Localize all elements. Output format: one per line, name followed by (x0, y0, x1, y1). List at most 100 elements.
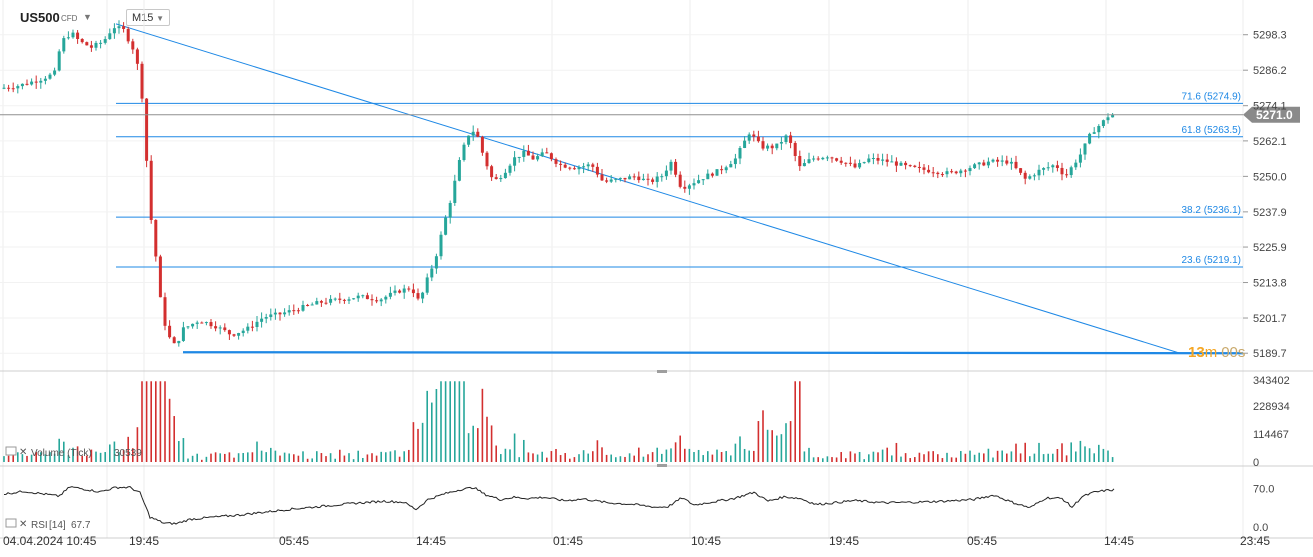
timeframe-select[interactable]: M15 ▼ (126, 9, 170, 26)
volume-bar-69 (320, 453, 323, 462)
volume-bar-156 (720, 452, 723, 462)
candle-body (457, 159, 461, 181)
candle-body (356, 295, 360, 299)
rsi-legend[interactable]: ✕ RSI [14] 67.7 (5, 518, 91, 531)
candle-body (600, 174, 604, 181)
candle-body (122, 26, 126, 29)
candle-173 (798, 150, 802, 171)
volume-bar-197 (909, 458, 911, 462)
volume-bar-22 (104, 452, 106, 462)
volume-bar-7 (35, 451, 37, 462)
volume-bar-112 (518, 457, 520, 462)
candle-57 (264, 313, 268, 324)
candle-192 (885, 153, 889, 167)
candle-207 (954, 170, 958, 175)
volume-bar-136 (628, 453, 631, 462)
candle-body (1111, 114, 1115, 118)
candle-2 (11, 82, 15, 93)
candle-150 (692, 178, 696, 190)
volume-bar-70 (325, 456, 327, 462)
rsi-settings-icon[interactable] (5, 518, 17, 528)
candle-body (149, 160, 153, 220)
instrument-type-label: CFD (61, 14, 78, 23)
candle-body (421, 292, 425, 299)
candle-191 (881, 153, 885, 166)
candle-body (632, 176, 636, 178)
candle-body (195, 322, 199, 324)
candle-body (365, 295, 369, 300)
candle-body (991, 159, 995, 162)
candle-153 (706, 169, 710, 180)
candle-body (80, 38, 84, 43)
volume-bar-135 (624, 456, 626, 462)
candle-body (899, 162, 903, 166)
fib-label-3: 23.6 (5219.1) (1182, 255, 1242, 266)
candle-195 (899, 161, 903, 167)
candle-body (766, 145, 770, 149)
candle-70 (324, 297, 328, 305)
panel-resize-handle (657, 370, 667, 373)
candle-body (867, 158, 871, 163)
candle-body (494, 177, 498, 180)
candle-199 (917, 161, 921, 173)
candle-body (39, 80, 43, 83)
candle-body (375, 300, 379, 302)
candle-183 (844, 162, 848, 167)
volume-bar-107 (495, 445, 497, 462)
volume-bar-147 (679, 435, 681, 462)
volume-bar-14 (67, 455, 70, 462)
candle-194 (894, 157, 898, 172)
volume-settings-icon[interactable] (5, 446, 17, 456)
candle-239 (1101, 119, 1105, 129)
candle-body (526, 150, 530, 156)
volume-close-icon[interactable]: ✕ (19, 447, 27, 458)
volume-bar-5 (26, 455, 28, 462)
candle-body (678, 174, 682, 187)
chevron-down-icon[interactable]: ▼ (83, 12, 92, 22)
candle-body (407, 288, 411, 290)
candle-3 (16, 84, 20, 94)
candle-154 (710, 172, 714, 178)
candle-201 (927, 165, 931, 174)
candle-body (255, 321, 259, 327)
volume-legend[interactable]: ✕ Volume (Tick) 30539 (5, 446, 142, 459)
volume-bar-88 (408, 449, 410, 462)
volume-bar-158 (730, 455, 732, 462)
volume-bar-186 (858, 451, 861, 462)
volume-bar-131 (605, 454, 608, 462)
candle-80 (370, 294, 374, 306)
candle-body (117, 26, 121, 29)
candle-body (614, 178, 618, 180)
volume-bar-151 (697, 449, 700, 462)
trend-line[interactable] (115, 23, 1181, 354)
volume-bar-56 (260, 450, 263, 462)
candle-body (963, 170, 967, 172)
volume-bar-76 (352, 459, 355, 462)
candle-body (223, 327, 227, 331)
candle-body (655, 176, 659, 182)
candle-body (1074, 162, 1078, 168)
symbol-label[interactable]: US500 (20, 10, 60, 25)
volume-bar-163 (753, 450, 755, 462)
candle-121 (559, 160, 563, 171)
volume-bar-98 (454, 381, 456, 462)
volume-bar-83 (385, 452, 387, 462)
volume-bar-154 (711, 454, 714, 462)
candle-96 (444, 215, 448, 236)
rsi-line (3, 485, 1115, 526)
candle-50 (232, 333, 236, 337)
candle-body (1092, 132, 1096, 134)
candle-84 (388, 286, 392, 300)
volume-bar-63 (293, 454, 295, 462)
candle-151 (697, 174, 701, 184)
volume-bar-103 (477, 428, 479, 462)
candle-17 (80, 38, 84, 44)
candle-72 (333, 297, 337, 302)
candle-93 (430, 264, 434, 282)
rsi-close-icon[interactable]: ✕ (19, 519, 27, 530)
volume-bar-52 (242, 453, 244, 462)
candle-body (163, 297, 167, 326)
candle-99 (457, 157, 461, 182)
volume-bar-143 (661, 453, 663, 462)
